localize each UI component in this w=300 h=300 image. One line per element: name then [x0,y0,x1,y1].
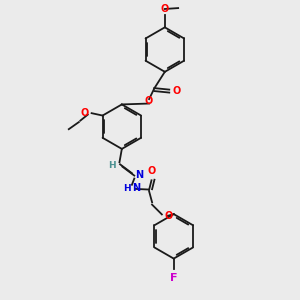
Text: O: O [81,108,89,118]
Text: H: H [123,184,130,193]
Text: O: O [172,86,181,96]
Text: O: O [148,167,156,176]
Text: O: O [164,211,173,221]
Text: N: N [133,183,141,193]
Text: O: O [161,4,169,14]
Text: H: H [108,161,116,170]
Text: F: F [170,272,178,283]
Text: N: N [136,170,144,180]
Text: O: O [145,96,153,106]
